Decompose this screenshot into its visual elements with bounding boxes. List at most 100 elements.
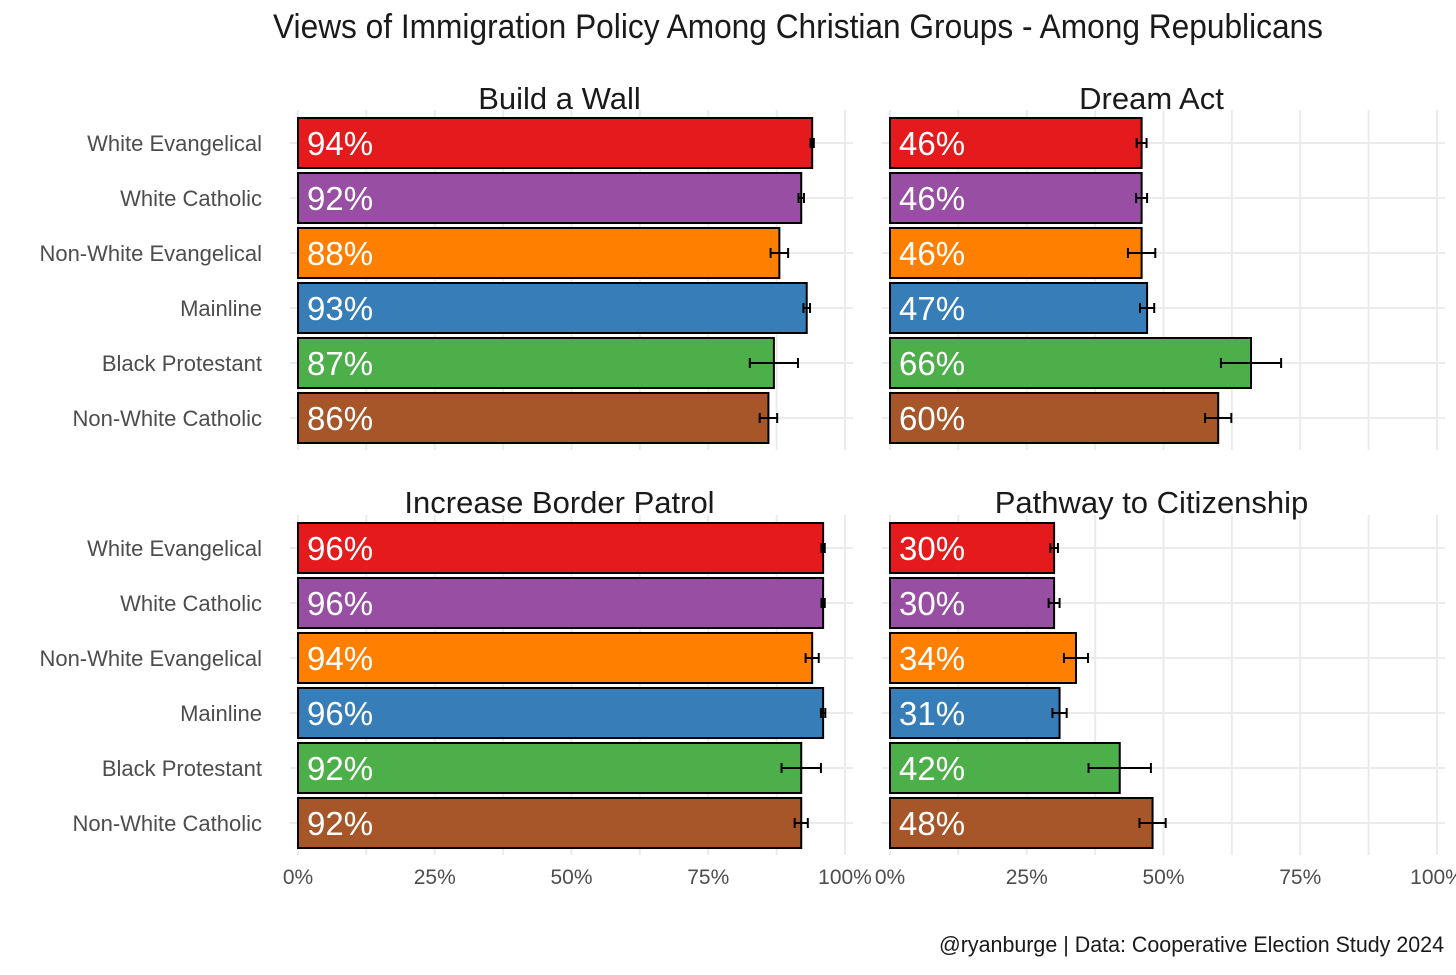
x-tick-label: 25% — [1006, 866, 1048, 889]
error-bar — [1204, 413, 1233, 423]
data-label: 66% — [899, 345, 965, 382]
bar — [297, 577, 825, 629]
bar — [889, 227, 1143, 279]
data-label: 92% — [307, 805, 373, 842]
bar — [889, 522, 1056, 574]
category-label: White Catholic — [120, 186, 262, 211]
error-bar — [1049, 543, 1059, 553]
chart-title: Views of Immigration Policy Among Christ… — [273, 8, 1323, 46]
bar — [297, 282, 808, 334]
bar — [889, 742, 1121, 794]
category-label: Mainline — [180, 296, 262, 321]
panel-title: Dream Act — [1079, 81, 1224, 116]
category-label: Black Protestant — [102, 351, 262, 376]
error-bar — [809, 138, 815, 148]
category-label: White Catholic — [120, 591, 262, 616]
category-label: Mainline — [180, 701, 262, 726]
data-label: 30% — [899, 530, 965, 567]
error-bar — [819, 708, 827, 718]
bar — [297, 797, 803, 849]
x-tick-label: 100% — [1410, 866, 1456, 889]
x-tick-label: 50% — [550, 866, 592, 889]
bar — [297, 632, 814, 684]
error-bar — [802, 303, 811, 313]
panel-dream-act: Dream Act 46% 46% 46% 47% 66% 60% — [882, 81, 1445, 450]
panel-title: Build a Wall — [478, 81, 641, 116]
data-label: 46% — [899, 235, 965, 272]
error-bar — [1219, 358, 1283, 368]
category-label: Non-White Evangelical — [39, 241, 262, 266]
data-label: 96% — [307, 585, 373, 622]
bar — [297, 172, 803, 224]
error-bar — [1062, 653, 1090, 663]
error-bar — [1051, 708, 1068, 718]
data-label: 86% — [307, 400, 373, 437]
error-bar — [758, 413, 779, 423]
error-bar — [1126, 248, 1157, 258]
error-bar — [769, 248, 790, 258]
bar — [889, 687, 1061, 739]
bar — [297, 687, 825, 739]
bar — [889, 117, 1143, 169]
data-label: 47% — [899, 290, 965, 327]
data-label: 87% — [307, 345, 373, 382]
bar — [297, 742, 803, 794]
error-bar — [1135, 138, 1148, 148]
data-label: 96% — [307, 695, 373, 732]
data-label: 92% — [307, 180, 373, 217]
data-label: 31% — [899, 695, 965, 732]
bar — [297, 117, 814, 169]
data-label: 48% — [899, 805, 965, 842]
data-label: 30% — [899, 585, 965, 622]
x-tick-label: 75% — [687, 866, 729, 889]
error-bar — [820, 543, 826, 553]
error-bar — [1138, 818, 1167, 828]
error-bar — [1087, 763, 1152, 773]
bar — [889, 797, 1154, 849]
bar — [297, 227, 781, 279]
bar — [889, 577, 1056, 629]
error-bar — [797, 193, 805, 203]
panel-pathway-to-citizenship: Pathway to Citizenship 30% 30% 34% 31% 42% 48%… — [875, 485, 1456, 889]
category-label: Black Protestant — [102, 756, 262, 781]
error-bar — [748, 358, 799, 368]
error-bar — [820, 598, 826, 608]
bar — [889, 282, 1149, 334]
x-tick-label: 0% — [875, 866, 905, 889]
data-label: 93% — [307, 290, 373, 327]
panel-title: Increase Border Patrol — [404, 485, 714, 520]
category-label: White Evangelical — [87, 131, 262, 156]
panel-build-a-wall: Build a Wall 94% White Evangelical 92% White… — [39, 81, 853, 450]
error-bar — [1135, 193, 1149, 203]
x-tick-label: 75% — [1279, 866, 1321, 889]
error-bar — [793, 818, 809, 828]
data-label: 46% — [899, 180, 965, 217]
data-label: 94% — [307, 125, 373, 162]
chart-caption: @ryanburge | Data: Cooperative Election … — [939, 932, 1444, 957]
bar — [889, 172, 1143, 224]
category-label: Non-White Catholic — [72, 811, 262, 836]
data-label: 42% — [899, 750, 965, 787]
category-label: Non-White Catholic — [72, 406, 262, 431]
x-tick-label: 25% — [414, 866, 456, 889]
bar — [889, 392, 1220, 444]
data-label: 96% — [307, 530, 373, 567]
error-bar — [780, 763, 822, 773]
data-label: 60% — [899, 400, 965, 437]
data-label: 88% — [307, 235, 373, 272]
bar — [297, 392, 770, 444]
x-tick-label: 100% — [818, 866, 872, 889]
data-label: 34% — [899, 640, 965, 677]
error-bar — [1138, 303, 1156, 313]
error-bar — [804, 653, 820, 663]
data-label: 94% — [307, 640, 373, 677]
bar — [889, 337, 1253, 389]
bar — [297, 522, 825, 574]
category-label: White Evangelical — [87, 536, 262, 561]
x-tick-label: 0% — [283, 866, 313, 889]
panel-increase-border-patrol: Increase Border Patrol 96% White Evangelic… — [39, 485, 871, 889]
error-bar — [1047, 598, 1061, 608]
data-label: 92% — [307, 750, 373, 787]
data-label: 46% — [899, 125, 965, 162]
